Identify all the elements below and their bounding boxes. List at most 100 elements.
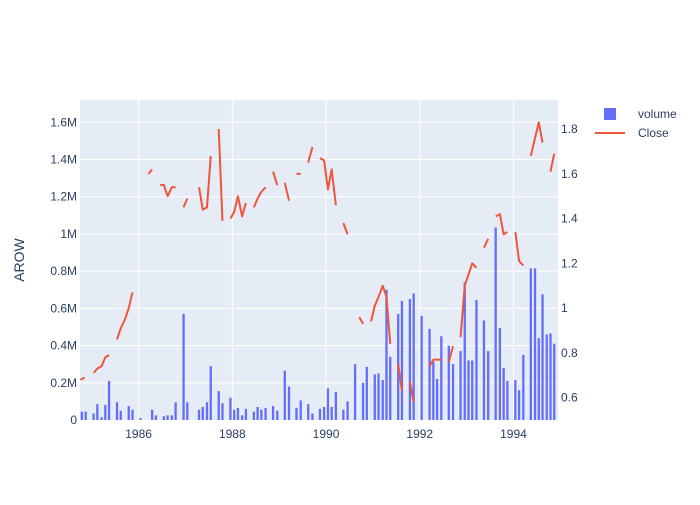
volume-bar — [182, 313, 185, 420]
volume-bar — [549, 333, 552, 420]
legend: volume Close — [595, 107, 677, 140]
volume-bar — [487, 351, 490, 420]
volume-bar — [459, 351, 462, 420]
y-tick-label: 0.8M — [50, 264, 77, 278]
volume-bar — [440, 336, 443, 420]
volume-bar — [353, 364, 357, 420]
volume-bar — [276, 410, 279, 420]
close-line-segment — [342, 222, 349, 235]
close-line-segment — [447, 345, 454, 363]
close-line-segment — [252, 186, 267, 208]
volume-bar — [260, 409, 263, 420]
y2-tick-label: 1.6 — [561, 167, 578, 181]
volume-bar — [186, 402, 189, 420]
volume-bar — [107, 380, 111, 420]
close-line-segment — [358, 316, 364, 325]
y-tick-label: 1.2M — [50, 190, 77, 204]
volume-bars — [80, 227, 556, 420]
y-tick-label: 0.4M — [50, 339, 77, 353]
volume-bar — [334, 392, 338, 420]
legend-label: Close — [638, 126, 669, 140]
volume-bar — [412, 293, 415, 420]
volume-bar — [162, 416, 166, 420]
volume-bar — [100, 417, 103, 420]
close-line-segment — [514, 231, 525, 267]
volume-bar — [287, 386, 291, 420]
volume-bar — [217, 391, 220, 420]
y-tick-label: 0 — [70, 413, 77, 427]
volume-bar — [139, 418, 142, 420]
volume-bar — [221, 403, 224, 420]
volume-bar — [541, 294, 544, 420]
volume-bar — [420, 315, 423, 420]
close-line-segment — [92, 354, 110, 374]
volume-bar — [127, 406, 130, 420]
close-line-segment — [319, 157, 337, 206]
volume-bar — [463, 282, 466, 420]
y-tick-label: 0.6M — [50, 301, 77, 315]
x-tick-label: 1994 — [500, 427, 527, 441]
volume-bar — [307, 404, 310, 420]
volume-bar — [96, 404, 99, 420]
volume-bar — [346, 401, 349, 420]
volume-bar — [154, 415, 158, 420]
close-line-segment — [483, 238, 490, 249]
close-line-segment — [370, 284, 392, 344]
volume-bar — [197, 409, 201, 420]
volume-bar — [506, 380, 509, 420]
close-line-segment — [495, 213, 508, 236]
volume-bar — [522, 354, 525, 420]
volume-bar — [236, 407, 240, 420]
y-tick-label: 0.2M — [50, 376, 77, 390]
close-line-segment — [160, 184, 176, 198]
y2-tick-label: 1 — [561, 301, 568, 315]
volume-bar — [342, 409, 345, 420]
volume-bar — [400, 300, 404, 420]
volume-bar — [330, 406, 333, 420]
y2-axis-ticks: 0.6 0.8 1 1.2 1.4 1.6 1.8 — [561, 122, 578, 405]
volume-bar — [271, 406, 275, 420]
volume-bar — [119, 410, 122, 420]
x-tick-label: 1986 — [125, 427, 152, 441]
close-line-segment — [459, 262, 478, 338]
volume-bar — [115, 402, 119, 420]
volume-bar — [381, 380, 384, 420]
volume-bar — [514, 380, 517, 420]
volume-bar — [377, 373, 380, 420]
y2-tick-label: 1.8 — [561, 122, 578, 136]
volume-bar — [201, 406, 204, 420]
volume-bar — [451, 364, 455, 420]
close-line-segment — [307, 146, 314, 163]
volume-bar — [264, 407, 267, 420]
volume-bar — [151, 409, 154, 420]
close-line-segment — [217, 129, 224, 221]
close-line-segment — [182, 198, 189, 208]
volume-bar — [361, 382, 365, 420]
volume-bar — [389, 356, 392, 420]
x-tick-label: 1992 — [406, 427, 433, 441]
y2-tick-label: 1.4 — [561, 212, 578, 226]
volume-bar — [537, 338, 540, 420]
close-line-segment — [80, 376, 86, 381]
volume-bar — [174, 402, 177, 420]
volume-bar — [170, 415, 174, 420]
x-tick-label: 1990 — [313, 427, 340, 441]
volume-bar — [482, 320, 486, 420]
volume-bar — [323, 406, 326, 420]
volume-bar — [256, 406, 259, 420]
volume-bar — [233, 409, 236, 420]
close-line-segment — [198, 155, 212, 211]
volume-bar — [131, 409, 134, 420]
volume-bar — [517, 390, 521, 420]
volume-bar — [428, 328, 431, 420]
volume-bar — [533, 268, 537, 420]
close-line-segment — [229, 195, 247, 220]
volume-bar — [299, 400, 302, 420]
volume-bar — [545, 334, 548, 420]
y2-tick-label: 0.8 — [561, 346, 578, 360]
volume-bar — [373, 374, 376, 420]
volume-bar — [244, 408, 248, 420]
y-tick-label: 1.6M — [50, 115, 77, 129]
close-line-segment — [397, 363, 403, 392]
